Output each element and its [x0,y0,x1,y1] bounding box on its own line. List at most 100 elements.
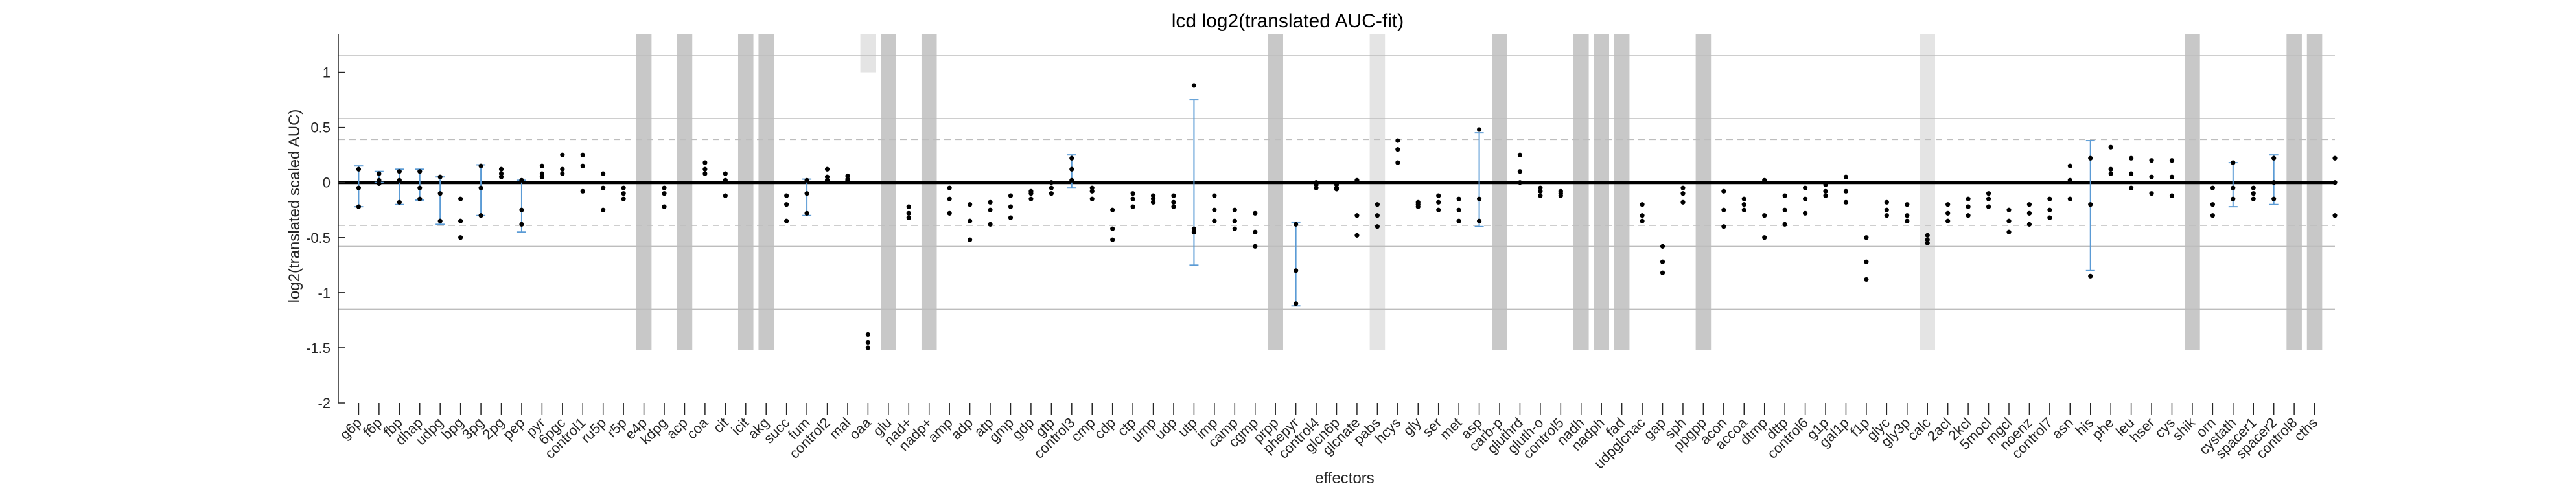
data-point [804,177,809,183]
data-point [519,177,524,183]
data-point [723,171,728,176]
data-point [1721,188,1726,194]
excluded-bar [1594,34,1609,350]
data-point [560,166,565,172]
data-point [1558,193,1563,198]
data-point [1945,202,1951,207]
data-point [1517,180,1523,185]
data-point [2067,196,2072,201]
data-point [1802,185,1808,190]
data-point [539,174,544,179]
chart-title: lcd log2(translated AUC-fit) [1172,10,1404,32]
data-point [2006,229,2012,234]
data-point [1436,207,1441,212]
data-point [1660,244,1665,249]
data-point [1375,202,1380,207]
data-point [417,169,423,174]
excluded-bar [2185,34,2200,350]
excluded-bar [1920,34,1936,350]
data-point [1130,204,1135,209]
data-point [1069,177,1074,183]
data-point [1782,207,1787,212]
data-point [1864,277,1869,282]
data-point [2169,193,2175,198]
data-point [1782,193,1787,198]
data-point [519,207,524,212]
data-point [1028,196,1034,201]
data-point [2047,207,2052,212]
data-point [478,163,483,168]
data-point [1069,166,1074,172]
data-point [1640,218,1645,223]
data-point [1905,213,1910,218]
data-point [2088,155,2093,161]
excluded-bar [1268,34,1283,350]
data-point [458,196,463,201]
excluded-bar [758,34,774,350]
data-point [1538,193,1543,198]
data-point [1253,210,1258,216]
data-point [1354,213,1360,218]
data-point [1171,193,1176,198]
data-point [2026,202,2032,207]
data-point [988,222,993,227]
data-point [1232,218,1237,223]
data-point [621,191,626,196]
data-point [2332,213,2338,218]
data-point [865,345,871,350]
data-point [437,191,443,196]
data-point [906,215,911,220]
data-point [2006,207,2012,212]
data-point [1905,202,1910,207]
data-point [2332,155,2338,161]
data-point [988,207,993,212]
data-point [2251,185,2256,190]
data-point [1191,83,1197,88]
data-point [1334,187,1340,192]
data-point [1843,174,1849,179]
data-point [1986,204,1991,209]
data-point [1966,196,1971,201]
data-point [1741,207,1746,212]
excluded-bar [677,34,693,350]
y-tick-label: -2 [318,395,331,411]
data-point [1517,169,1523,174]
data-point [1395,160,1400,165]
data-point [2271,155,2277,161]
data-point [1294,301,1299,306]
data-point [1049,191,1054,196]
data-point [2067,177,2072,183]
data-point [784,202,789,207]
data-point [1456,207,1461,212]
data-point [1314,180,1319,185]
data-point [2067,163,2072,168]
data-point [2231,185,2236,190]
data-point [1823,188,1828,194]
y-tick-label: 0.5 [310,120,331,136]
data-point [2231,196,2236,201]
data-point [1905,218,1910,223]
data-point [1538,188,1543,194]
y-axis-label: log2(translated scaled AUC) [286,109,303,303]
data-point [377,171,382,176]
data-point [417,196,423,201]
data-point [2108,144,2113,150]
data-point [845,173,850,179]
data-point [377,177,382,183]
excluded-bar [2306,34,2323,350]
data-point [1456,196,1461,201]
data-point [356,166,362,172]
data-point [1354,233,1360,238]
data-point [662,185,667,190]
data-point [2210,213,2215,218]
data-point [2026,222,2032,227]
data-point [702,160,708,165]
data-point [1415,204,1421,209]
data-point [1212,207,1217,212]
y-tick-label: 0 [323,175,331,191]
data-point [560,171,565,176]
excluded-bar [737,34,754,350]
data-point [1660,259,1665,264]
data-point [1884,207,1889,212]
excluded-bar [2286,34,2302,350]
